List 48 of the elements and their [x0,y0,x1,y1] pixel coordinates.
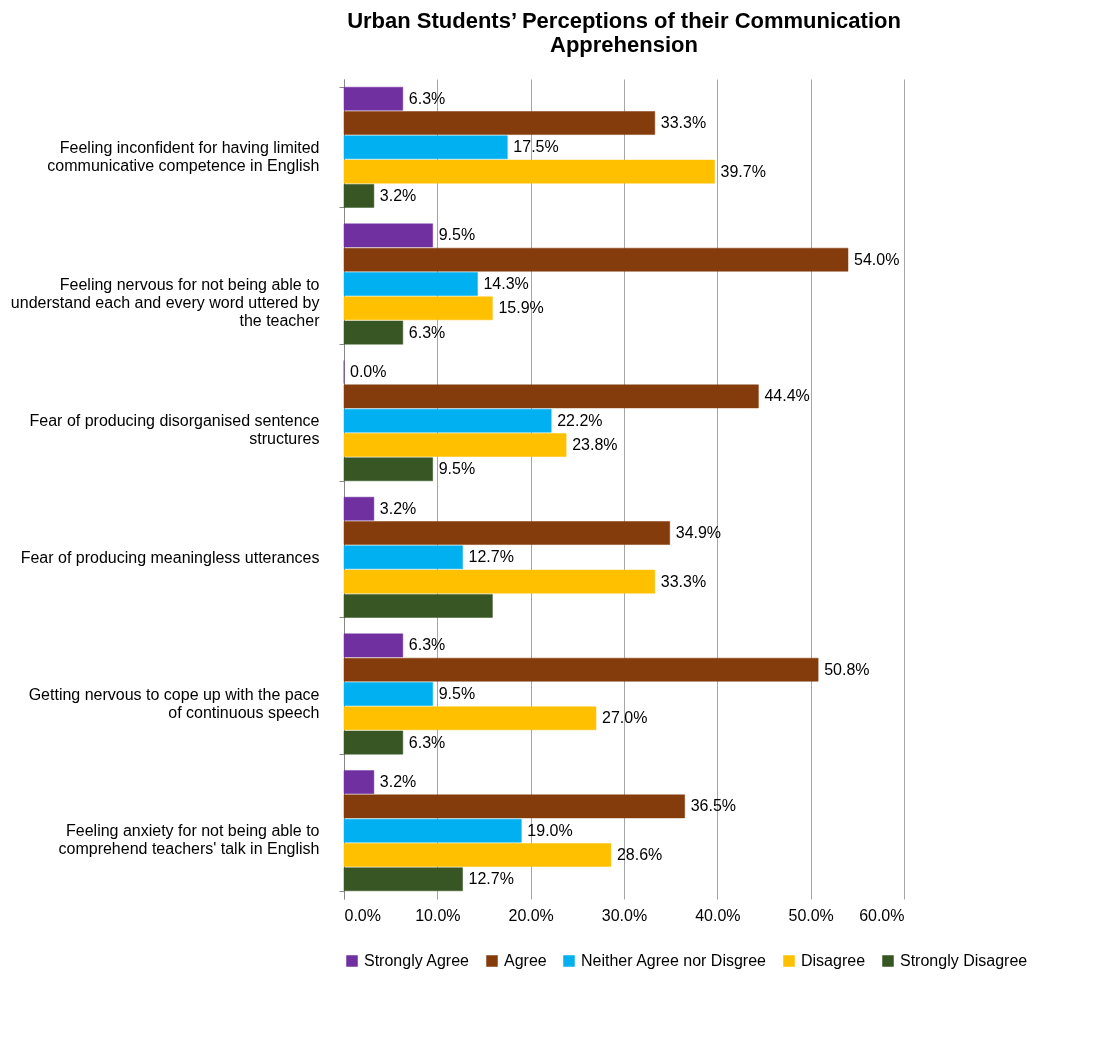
data-label: 9.5% [438,226,476,244]
y-tick-label: Fear of producing meaningless utterances [20,548,320,566]
x-tick-label: 10.0% [415,906,461,924]
y-tick-label: Fear of producing disorganised sentence structures [29,412,320,448]
x-tick-label: 30.0% [601,906,648,924]
data-label: 3.2% [379,186,417,204]
x-tick-label: 20.0% [508,906,554,924]
data-label: 6.3% [408,323,446,341]
x-tick-label: 60.0% [859,906,905,924]
data-label: 12.7% [468,870,514,888]
data-label: 33.3% [660,114,707,132]
data-label: 6.3% [408,636,446,654]
legend-label: Neither Agree nor Disgree [581,952,767,969]
x-tick-label: 50.0% [788,906,834,924]
data-label: 19.0% [527,821,573,839]
data-label: 3.2% [379,499,417,517]
data-label: 0.0% [350,363,387,381]
data-label: 39.7% [720,162,766,180]
data-label: 23.8% [572,435,618,453]
data-label: 34.9% [675,524,722,542]
data-label: 12.7% [468,548,514,566]
legend-label: Strongly Disagree [900,952,1028,969]
data-label: 36.5% [690,797,737,815]
data-label: 50.8% [824,660,870,678]
data-label: 15.9% [498,299,544,317]
data-label: 54.0% [854,250,900,268]
data-label: 6.3% [408,733,446,751]
data-label: 14.3% [483,275,529,292]
legend-label: Disagree [801,952,866,969]
legend-label: Strongly Agree [364,952,470,969]
x-tick-label: 40.0% [695,906,741,924]
data-label: 9.5% [438,685,476,702]
y-tick-label: Feeling inconfident for having limited communicative competence in English [47,138,320,174]
data-label: 28.6% [616,845,663,863]
legend-label: Agree [504,952,547,969]
y-tick-label: Getting nervous to cope up with the pace of continuous speech [28,685,320,721]
data-label: 6.3% [408,89,446,107]
data-label: 17.5% [513,138,559,156]
data-label: 9.5% [438,460,476,478]
data-label: 33.3% [660,572,707,590]
data-label: 27.0% [602,709,648,727]
data-label: 44.4% [764,387,810,405]
chart-title: Urban Students’ Perceptions of their Communication Apprehension [347,8,901,57]
y-tick-label: Feeling nervous for not being able to understand each and every word uttered by the teacher [10,275,321,329]
x-tick-label: 0.0% [344,906,381,924]
data-label: 3.2% [379,773,417,791]
data-label: 22.2% [557,411,603,429]
y-tick-label: Feeling anxiety for not being able to comprehend teachers' talk in English [58,822,320,858]
